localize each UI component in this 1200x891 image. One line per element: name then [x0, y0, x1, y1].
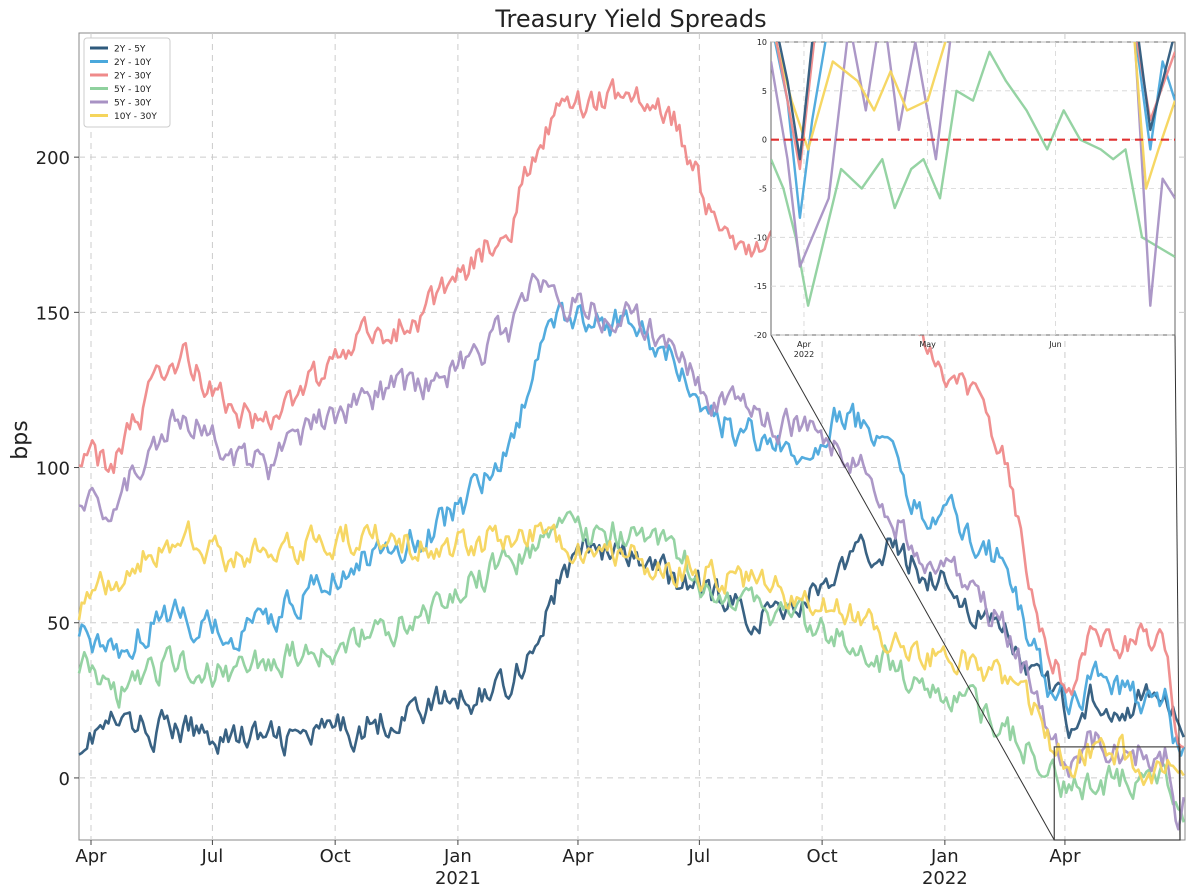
x-tick-label: Apr — [75, 846, 107, 867]
inset-y-tick-label: 5 — [762, 87, 767, 96]
series-line-2y-5y — [78, 533, 1185, 757]
y-tick-label: 100 — [36, 459, 70, 480]
x-tick-label: Jul — [201, 846, 224, 867]
zoom-connector-line — [1174, 334, 1181, 841]
series-line-10y-30y — [77, 520, 1185, 787]
series-line-2y-30y — [78, 78, 1185, 749]
y-tick-label: 0 — [59, 769, 70, 790]
x-tick-label: Jul — [688, 846, 711, 867]
zoom-connector-line — [770, 334, 1055, 841]
series-line-5y-30y — [78, 272, 1185, 831]
inset-series-line-5y-10y — [771, 50, 1175, 307]
y-tick-label: 50 — [47, 614, 70, 635]
legend-label-5y-10y: 5Y - 10Y — [114, 85, 152, 95]
x-tick-label: Jan — [930, 846, 959, 867]
inset-x-tick-label: Jun — [1048, 340, 1062, 349]
x-tick-year-label: 2022 — [922, 868, 968, 889]
inset-x-tick-year-label: 2022 — [794, 350, 814, 359]
series-layer — [77, 78, 1185, 831]
inset-series-line-2y-30y — [775, 42, 1175, 171]
inset-y-tick-label: -15 — [754, 282, 767, 291]
zoom-connector — [770, 334, 1181, 841]
inset-y-tick-label: -5 — [759, 185, 767, 194]
inset-x-tick-label: Apr — [797, 340, 812, 349]
legend-label-2y-5y: 2Y - 5Y — [114, 45, 146, 55]
legend-label-2y-10y: 2Y - 10Y — [114, 58, 152, 68]
chart-title: Treasury Yield Spreads — [494, 5, 766, 33]
x-tick-label: Oct — [807, 846, 838, 867]
x-tick-label: Apr — [562, 846, 594, 867]
inset-y-tick-label: 10 — [757, 38, 767, 47]
x-tick-label: Jan — [443, 846, 472, 867]
inset-x-tick-label: May — [919, 340, 936, 349]
inset-series-line-5y-30y — [771, 42, 1175, 307]
legend-label-10y-30y: 10Y - 30Y — [114, 112, 157, 122]
legend-label-5y-30y: 5Y - 30Y — [114, 99, 152, 109]
inset-y-tick-label: -20 — [754, 331, 767, 340]
legend: 2Y - 5Y 2Y - 10Y 2Y - 30Y 5Y - 10Y 5Y - 30Y 1… — [83, 37, 171, 128]
plot-frame — [78, 32, 1186, 841]
inset-series-line-10y-30y — [774, 42, 1175, 190]
series-line-5y-10y — [77, 510, 1185, 823]
inset-series-line-2y-5y — [778, 42, 1174, 161]
inset-series-layer — [771, 42, 1175, 307]
x-tick-label: Oct — [320, 846, 351, 867]
y-axis-label: bps — [8, 420, 33, 459]
inset-y-tick-label: 0 — [762, 136, 767, 145]
x-tick-year-label: 2021 — [435, 868, 481, 889]
x-tick-label: Apr — [1049, 846, 1081, 867]
y-tick-label: 200 — [36, 148, 70, 169]
y-tick-label: 150 — [36, 303, 70, 324]
series-line-2y-10y — [77, 301, 1185, 757]
inset-y-tick-label: -10 — [754, 233, 767, 242]
legend-label-2y-30y: 2Y - 30Y — [114, 72, 152, 82]
